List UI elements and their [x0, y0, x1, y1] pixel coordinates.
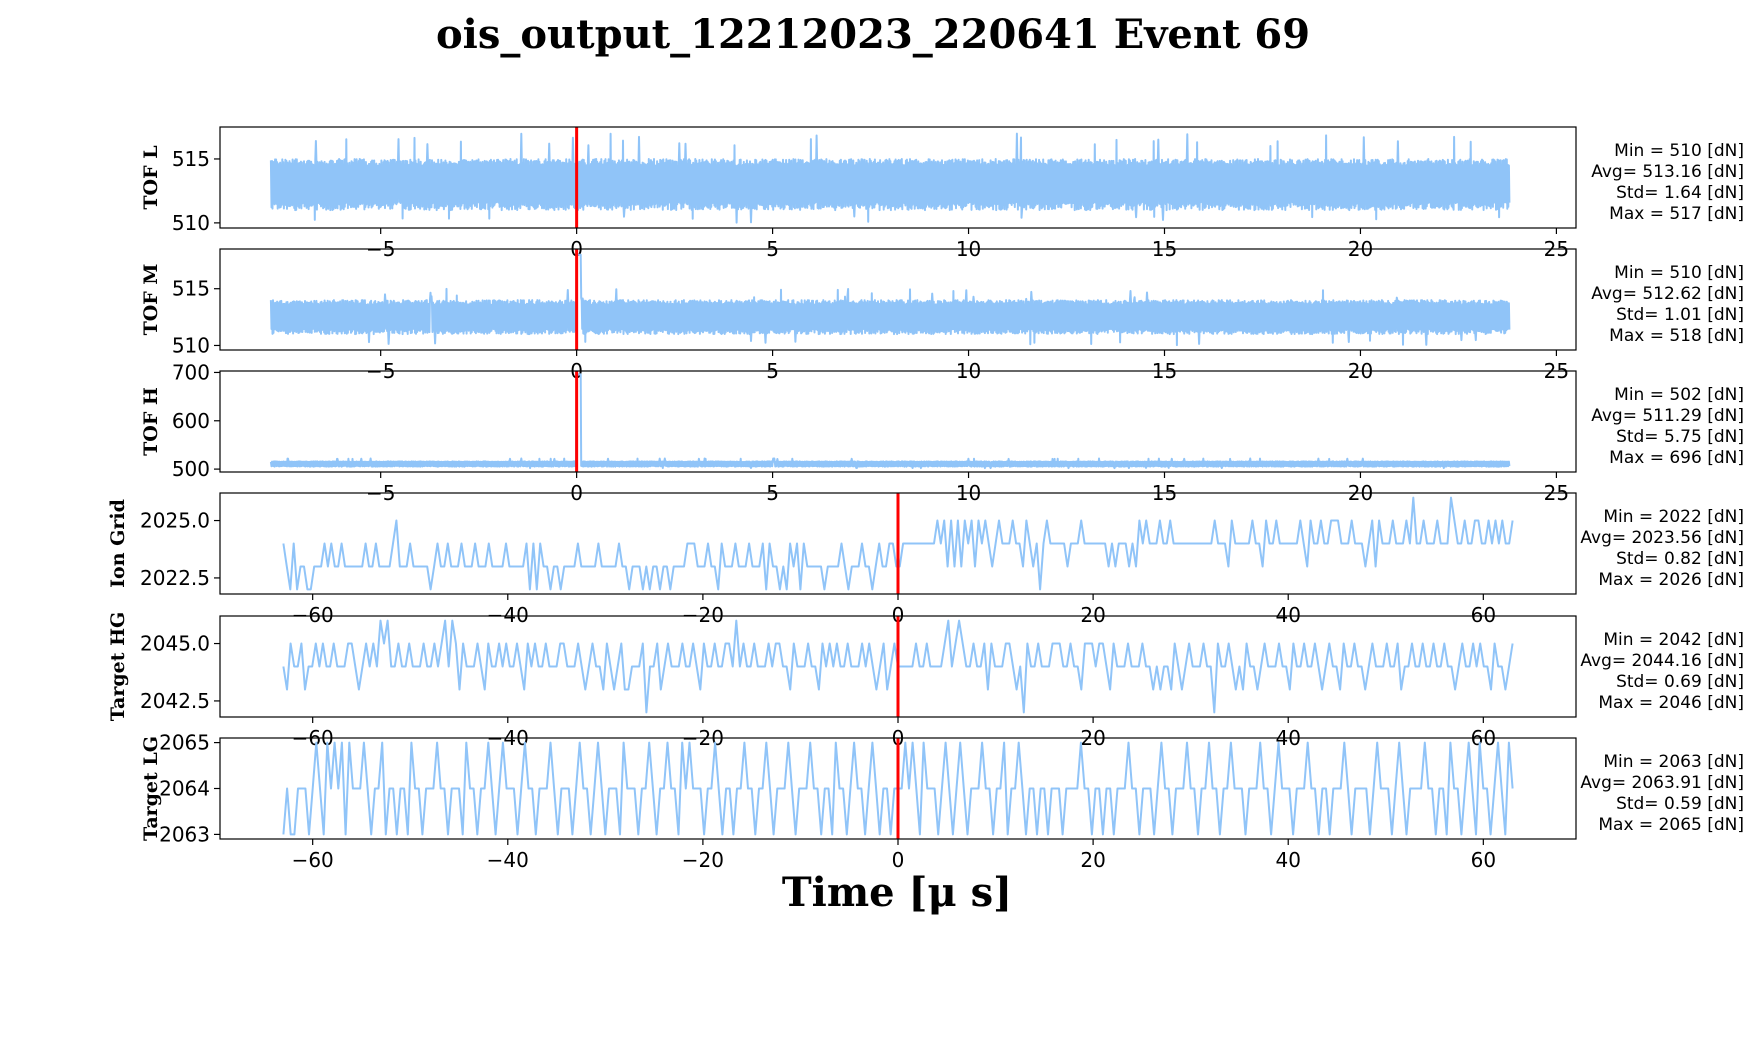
y-tick-label: 2025.0 [140, 509, 210, 533]
stat-line: Avg= 513.16 [dN] [1591, 162, 1744, 182]
axes-frame-tof-l [219, 126, 1577, 229]
y-tick-label: 510 [172, 333, 210, 357]
stat-line: Std= 0.69 [dN] [1616, 672, 1744, 692]
x-tick-label: −60 [292, 848, 334, 872]
y-tick-label: 515 [172, 147, 210, 171]
x-tick-label: 60 [1471, 848, 1496, 872]
x-axis-label: Time [μ s] [782, 869, 1012, 916]
x-tick-label: −40 [487, 848, 529, 872]
stat-line: Avg= 2044.16 [dN] [1580, 651, 1744, 671]
y-tick-label: 500 [172, 457, 210, 481]
figure-title: ois_output_12212023_220641 Event 69 [436, 11, 1310, 58]
stat-line: Avg= 2023.56 [dN] [1580, 528, 1744, 548]
x-tick-label: 60 [1471, 603, 1496, 627]
y-axis-label-tof-m: TOF M [140, 264, 162, 336]
stat-line: Avg= 511.29 [dN] [1591, 406, 1744, 426]
stat-line: Min = 502 [dN] [1614, 385, 1744, 405]
stat-line: Max = 2026 [dN] [1598, 570, 1744, 590]
stat-line: Max = 2065 [dN] [1598, 815, 1744, 835]
x-tick-label: 0 [892, 603, 905, 627]
x-tick-label: 40 [1275, 848, 1300, 872]
stat-line: Std= 5.75 [dN] [1616, 427, 1744, 447]
stat-line: Max = 696 [dN] [1609, 448, 1744, 468]
y-tick-label: 515 [172, 277, 210, 301]
x-tick-label: 40 [1275, 603, 1300, 627]
x-tick-label: −60 [292, 603, 334, 627]
y-axis-label-target-lg: Target LG [140, 736, 162, 841]
stat-line: Std= 0.59 [dN] [1616, 794, 1744, 814]
y-axis-label-tof-l: TOF L [140, 145, 162, 209]
x-tick-label: 20 [1080, 603, 1105, 627]
y-axis-label-target-hg: Target HG [107, 612, 129, 722]
stat-line: Min = 2022 [dN] [1603, 507, 1744, 527]
y-tick-label: 600 [172, 409, 210, 433]
stat-line: Std= 1.64 [dN] [1616, 183, 1744, 203]
y-tick-label: 2063 [159, 822, 210, 846]
y-tick-label: 2064 [159, 777, 210, 801]
x-tick-label: 20 [1080, 848, 1105, 872]
y-axis-label-tof-h: TOF H [140, 387, 162, 456]
y-tick-label: 2045.0 [140, 632, 210, 656]
x-tick-label: −40 [487, 603, 529, 627]
y-tick-label: 2042.5 [140, 689, 210, 713]
series-line-tof-h [269, 373, 1511, 470]
x-tick-label: −20 [682, 603, 724, 627]
stat-line: Max = 2046 [dN] [1598, 693, 1744, 713]
stat-line: Min = 2063 [dN] [1603, 752, 1744, 772]
stat-line: Max = 517 [dN] [1609, 204, 1744, 224]
y-tick-label: 2065 [159, 731, 210, 755]
axes-frame-tof-h [219, 370, 1577, 473]
y-tick-label: 2022.5 [140, 566, 210, 590]
y-tick-label: 510 [172, 211, 210, 235]
stat-line: Max = 518 [dN] [1609, 326, 1744, 346]
y-axis-label-ion-grid: Ion Grid [107, 499, 129, 588]
stat-line: Std= 0.82 [dN] [1616, 549, 1744, 569]
stat-line: Avg= 512.62 [dN] [1591, 284, 1744, 304]
stat-line: Std= 1.01 [dN] [1616, 305, 1744, 325]
x-tick-label: 0 [892, 848, 905, 872]
series-line-tof-m [269, 253, 1511, 347]
stat-line: Min = 510 [dN] [1614, 263, 1744, 283]
stat-line: Avg= 2063.91 [dN] [1580, 773, 1744, 793]
subplot-ion-grid: −60 −40 −20 0 20 40 60 2022.5 2025.0 Ion Grid Min … [107, 492, 1744, 627]
stat-line: Min = 2042 [dN] [1603, 630, 1744, 650]
axes-frame-tof-m [219, 248, 1577, 351]
stat-line: Min = 510 [dN] [1614, 141, 1744, 161]
series-line-tof-l [269, 132, 1511, 224]
x-tick-label: −20 [682, 848, 724, 872]
y-tick-label: 700 [172, 360, 210, 384]
